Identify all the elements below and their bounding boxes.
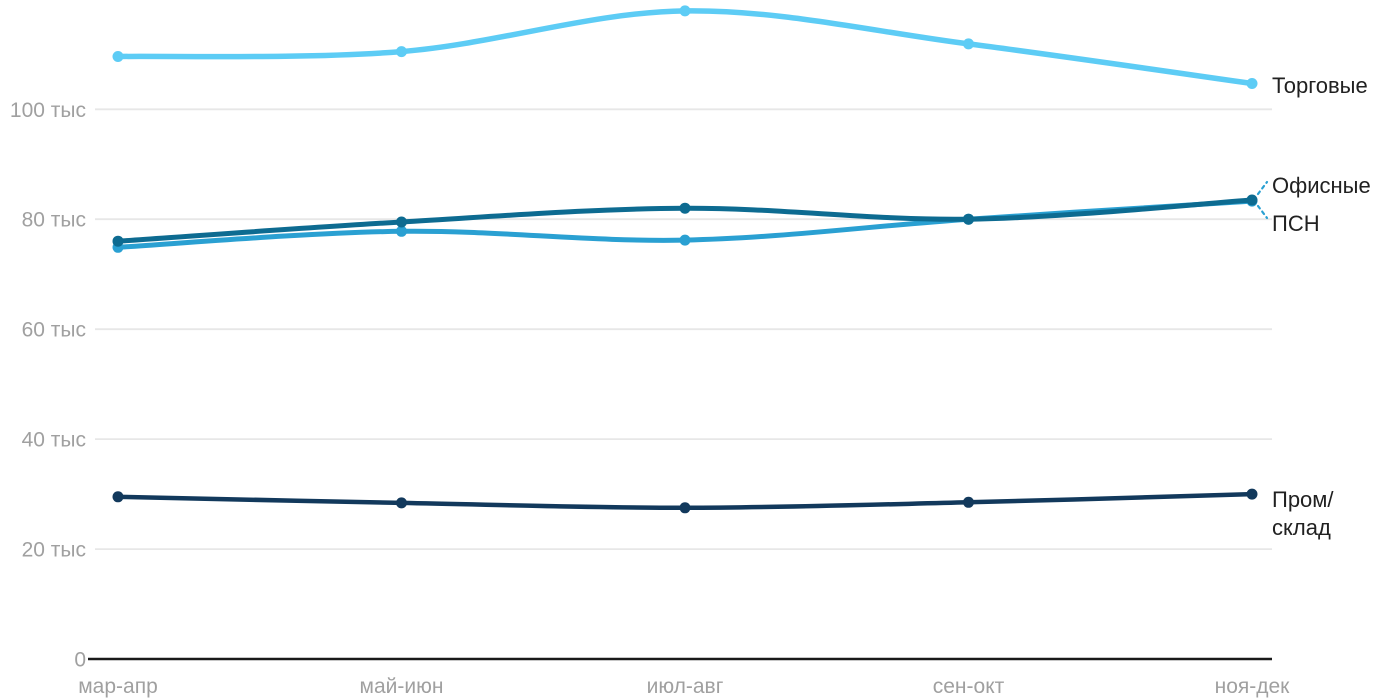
y-tick-label: 100 тыс xyxy=(10,99,86,122)
leader-line xyxy=(1256,204,1269,220)
y-tick-label: 80 тыс xyxy=(22,209,86,232)
series-label: Торговые xyxy=(1272,73,1368,98)
x-tick-label: июл-авг xyxy=(647,675,724,698)
data-point[interactable] xyxy=(679,234,691,246)
series-label: Офисные xyxy=(1272,173,1371,198)
data-point[interactable] xyxy=(112,235,124,247)
series-label: ПСН xyxy=(1272,211,1320,236)
y-tick-label: 60 тыс xyxy=(22,319,86,342)
data-point[interactable] xyxy=(679,5,691,17)
data-point[interactable] xyxy=(1246,78,1258,89)
data-point[interactable] xyxy=(112,51,124,62)
y-tick-label: 40 тыс xyxy=(22,429,86,452)
series-3 xyxy=(112,488,1258,514)
data-point[interactable] xyxy=(963,213,974,225)
data-point[interactable] xyxy=(112,491,124,503)
data-point[interactable] xyxy=(1246,488,1258,500)
data-point[interactable] xyxy=(396,46,407,58)
data-point[interactable] xyxy=(679,502,691,514)
data-point[interactable] xyxy=(1246,194,1258,206)
data-point[interactable] xyxy=(963,496,974,508)
series-line xyxy=(115,8,1255,87)
x-tick-label: ноя-дек xyxy=(1215,675,1291,698)
data-point[interactable] xyxy=(396,216,407,228)
series-0 xyxy=(112,5,1258,89)
x-tick-label: сен-окт xyxy=(933,675,1005,698)
data-point[interactable] xyxy=(963,38,974,50)
data-point[interactable] xyxy=(396,497,407,509)
y-tick-label: 20 тыс xyxy=(22,539,86,562)
leader-line xyxy=(1256,180,1269,196)
x-tick-label: мар-апр xyxy=(78,675,158,698)
series-2 xyxy=(112,194,1258,247)
data-point[interactable] xyxy=(679,202,691,214)
series-label: Пром/ xyxy=(1272,487,1334,512)
x-tick-label: май-июн xyxy=(360,675,444,698)
data-point[interactable] xyxy=(396,225,407,237)
series-label: склад xyxy=(1272,515,1331,540)
y-tick-label: 0 xyxy=(74,649,86,672)
